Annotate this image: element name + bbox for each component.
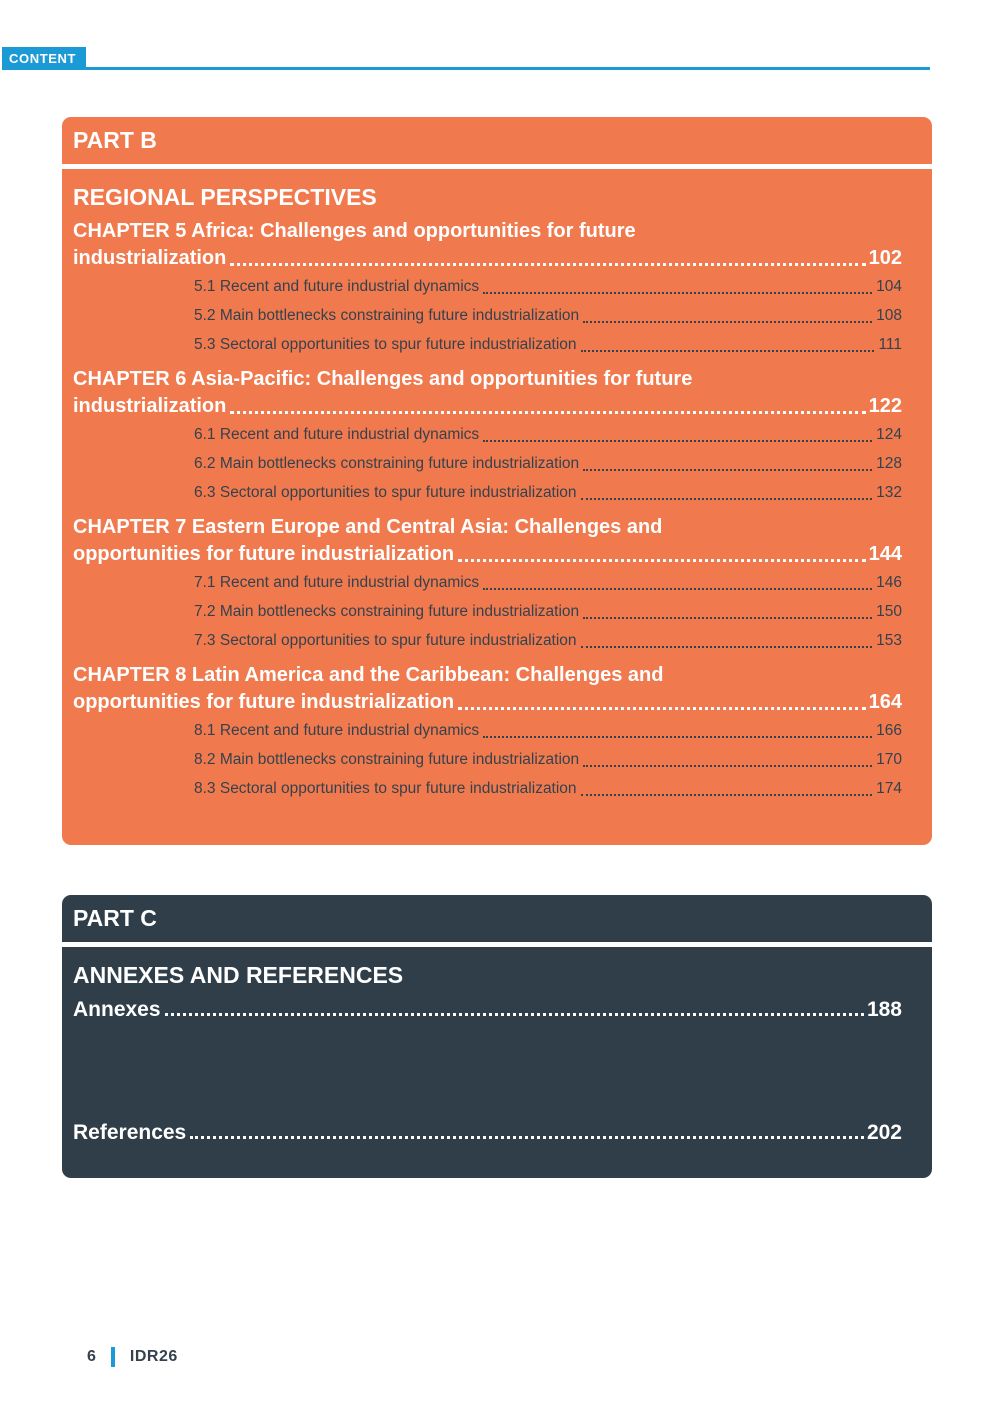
subsection-title: 5.2 Main bottlenecks constraining future…	[194, 307, 580, 324]
dot-leader	[483, 588, 873, 590]
chapter-8-title-line2: opportunities for future industrializati…	[73, 691, 455, 713]
subsection-title: 5.3 Sectoral opportunities to spur futur…	[194, 336, 577, 353]
subsection-title: 7.3 Sectoral opportunities to spur futur…	[194, 632, 577, 649]
dot-leader	[583, 321, 873, 323]
chapter-8-page-number: 164	[868, 691, 902, 713]
part-c-label: PART C	[73, 905, 157, 931]
subsection-title: 7.1 Recent and future industrial dynamic…	[194, 574, 480, 591]
subsection-8-2-entry[interactable]: 8.2 Main bottlenecks constraining future…	[194, 745, 902, 774]
part-b-body: REGIONAL PERSPECTIVES CHAPTER 5 Africa: …	[62, 169, 932, 845]
dot-leader	[583, 617, 873, 619]
page-footer: 6 IDR26	[87, 1347, 178, 1367]
chapter-7-entry[interactable]: CHAPTER 7 Eastern Europe and Central Asi…	[73, 514, 902, 568]
part-b-section: PART B REGIONAL PERSPECTIVES CHAPTER 5 A…	[62, 117, 932, 845]
subsection-page-number: 166	[876, 722, 902, 739]
dot-leader	[458, 707, 866, 710]
subsection-title: 8.1 Recent and future industrial dynamic…	[194, 722, 480, 739]
chapter-5-entry[interactable]: CHAPTER 5 Africa: Challenges and opportu…	[73, 218, 902, 272]
header-rule	[2, 67, 930, 70]
subsection-6-1-entry[interactable]: 6.1 Recent and future industrial dynamic…	[194, 420, 902, 449]
dot-leader	[164, 1013, 864, 1016]
subsection-6-3-entry[interactable]: 6.3 Sectoral opportunities to spur futur…	[194, 478, 902, 507]
part-c-header-bar: PART C	[62, 895, 932, 942]
chapter-6-page-number: 122	[868, 395, 902, 417]
content-page-tag-label: CONTENT	[9, 51, 77, 66]
subsection-page-number: 150	[876, 603, 902, 620]
dot-leader	[580, 794, 873, 796]
subsection-6-2-entry[interactable]: 6.2 Main bottlenecks constraining future…	[194, 449, 902, 478]
subsection-8-1-entry[interactable]: 8.1 Recent and future industrial dynamic…	[194, 716, 902, 745]
dot-leader	[580, 646, 873, 648]
annexes-entry[interactable]: Annexes 188	[73, 996, 902, 1023]
subsection-7-3-entry[interactable]: 7.3 Sectoral opportunities to spur futur…	[194, 626, 902, 655]
part-b-section-title: REGIONAL PERSPECTIVES	[73, 184, 377, 210]
dot-leader	[483, 736, 873, 738]
subsection-5-2-entry[interactable]: 5.2 Main bottlenecks constraining future…	[194, 301, 902, 330]
part-b-header-bar: PART B	[62, 117, 932, 164]
chapter-6-title-line2: industrialization	[73, 395, 227, 417]
subsection-page-number: 111	[878, 336, 902, 353]
part-c-body: ANNEXES AND REFERENCES Annexes 188 Refer…	[62, 947, 932, 1178]
references-title: References	[73, 1121, 187, 1144]
subsection-title: 6.2 Main bottlenecks constraining future…	[194, 455, 580, 472]
dot-leader	[583, 765, 873, 767]
part-b-label: PART B	[73, 127, 157, 153]
subsection-title: 8.2 Main bottlenecks constraining future…	[194, 751, 580, 768]
chapter-7-title-line2: opportunities for future industrializati…	[73, 543, 455, 565]
chapter-5-page-number: 102	[868, 247, 902, 269]
chapter-5-title-line2: industrialization	[73, 247, 227, 269]
chapter-8-entry[interactable]: CHAPTER 8 Latin America and the Caribbea…	[73, 662, 902, 716]
annexes-page-number: 188	[866, 998, 902, 1021]
subsection-title: 7.2 Main bottlenecks constraining future…	[194, 603, 580, 620]
subsection-page-number: 174	[876, 780, 902, 797]
chapter-8-title-line1: CHAPTER 8 Latin America and the Caribbea…	[73, 664, 664, 686]
dot-leader	[458, 559, 866, 562]
content-page-tag: CONTENT	[2, 47, 87, 70]
subsection-5-3-entry[interactable]: 5.3 Sectoral opportunities to spur futur…	[194, 330, 902, 359]
subsection-page-number: 170	[876, 751, 902, 768]
annexes-title: Annexes	[73, 998, 161, 1021]
subsection-page-number: 124	[876, 426, 902, 443]
chapter-5-title-line1: CHAPTER 5 Africa: Challenges and opportu…	[73, 220, 636, 242]
subsection-8-3-entry[interactable]: 8.3 Sectoral opportunities to spur futur…	[194, 774, 902, 803]
subsection-page-number: 128	[876, 455, 902, 472]
references-page-number: 202	[866, 1121, 902, 1144]
subsection-title: 8.3 Sectoral opportunities to spur futur…	[194, 780, 577, 797]
chapter-6-title-line1: CHAPTER 6 Asia-Pacific: Challenges and o…	[73, 368, 693, 390]
subsection-7-2-entry[interactable]: 7.2 Main bottlenecks constraining future…	[194, 597, 902, 626]
subsection-page-number: 146	[876, 574, 902, 591]
chapter-6-entry[interactable]: CHAPTER 6 Asia-Pacific: Challenges and o…	[73, 366, 902, 420]
dot-leader	[580, 498, 873, 500]
footer-divider	[110, 1347, 115, 1367]
dot-leader	[583, 469, 873, 471]
footer-report-label: IDR26	[129, 1348, 178, 1365]
subsection-title: 6.1 Recent and future industrial dynamic…	[194, 426, 480, 443]
dot-leader	[190, 1136, 864, 1139]
subsection-page-number: 153	[876, 632, 902, 649]
dot-leader	[230, 263, 866, 266]
dot-leader	[580, 350, 875, 352]
subsection-page-number: 104	[876, 278, 902, 295]
part-c-section-title: ANNEXES AND REFERENCES	[73, 962, 404, 988]
subsection-page-number: 132	[876, 484, 902, 501]
subsection-title: 5.1 Recent and future industrial dynamic…	[194, 278, 480, 295]
subsection-5-1-entry[interactable]: 5.1 Recent and future industrial dynamic…	[194, 272, 902, 301]
dot-leader	[483, 440, 873, 442]
footer-page-number: 6	[87, 1348, 96, 1365]
part-c-section: PART C ANNEXES AND REFERENCES Annexes 18…	[62, 895, 932, 1178]
references-entry[interactable]: References 202	[73, 1119, 902, 1146]
dot-leader	[230, 411, 866, 414]
chapter-7-page-number: 144	[868, 543, 902, 565]
dot-leader	[483, 292, 873, 294]
subsection-page-number: 108	[876, 307, 902, 324]
subsection-title: 6.3 Sectoral opportunities to spur futur…	[194, 484, 577, 501]
subsection-7-1-entry[interactable]: 7.1 Recent and future industrial dynamic…	[194, 568, 902, 597]
chapter-7-title-line1: CHAPTER 7 Eastern Europe and Central Asi…	[73, 516, 663, 538]
